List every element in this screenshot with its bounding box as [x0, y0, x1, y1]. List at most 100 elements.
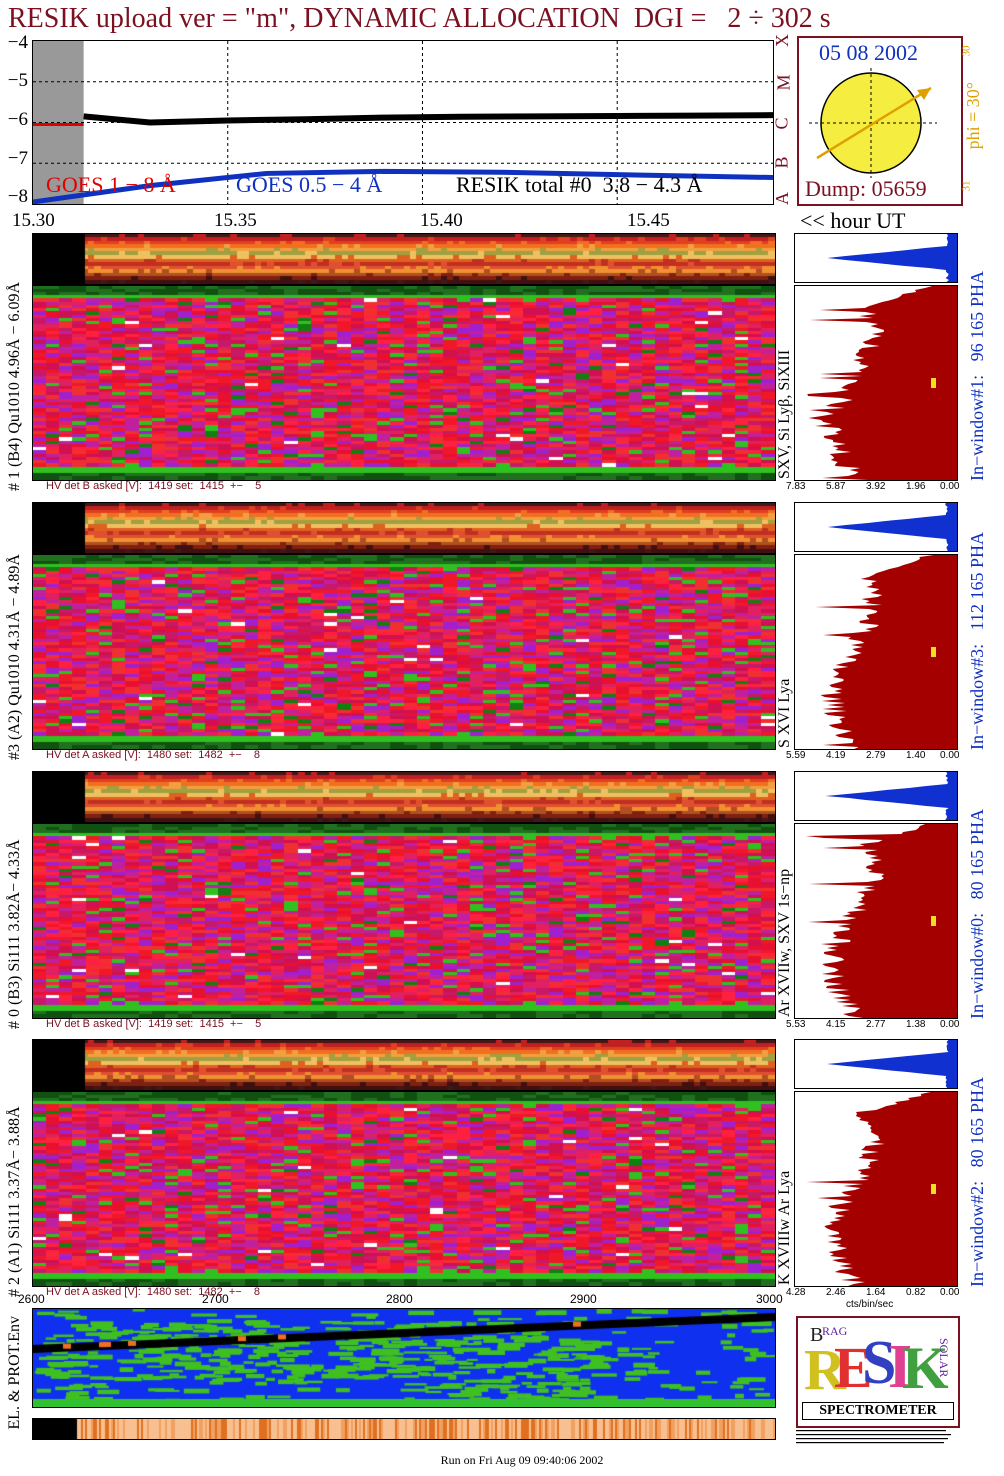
window-label: In−window#1: 96 165 PHA — [967, 241, 988, 481]
goes-plot — [32, 40, 774, 205]
legend-resik-total: RESIK total #0 3.8 − 4.3 Å — [456, 172, 703, 197]
env-tick: 2900 — [570, 1292, 597, 1306]
sun-top-num: 30 — [960, 45, 973, 57]
pha-short-histogram — [826, 1040, 957, 1088]
logo-small-solar: SOLAR — [937, 1338, 951, 1378]
hv-status: HV det B asked [V]: 1419 set: 1415 +− 5 — [46, 480, 262, 492]
upper-canvas — [33, 503, 775, 553]
pha-tick: 0.00 — [940, 750, 960, 761]
goes-y-axis: −4 −5 −6 −7 −8 — [0, 32, 30, 207]
sun-phi-arrow — [816, 86, 932, 160]
pha-tick: 7.83 — [786, 481, 806, 492]
pha-panel — [794, 1091, 958, 1287]
pha-histogram — [806, 1092, 957, 1286]
window-count: In−window#2: 80 165 — [967, 1117, 987, 1287]
channel-upper-heatmap — [32, 233, 776, 285]
pha-short-svg — [827, 503, 957, 551]
pha-svg — [815, 555, 957, 749]
y-tick: −5 — [7, 70, 28, 91]
pha-marker — [931, 647, 936, 657]
pha-panel — [794, 823, 958, 1019]
spectrum-canvas — [33, 824, 775, 1018]
env-label: EL. & PROT.Env — [6, 1316, 23, 1430]
pha-label: PHA — [967, 809, 987, 846]
env-strip-canvas — [33, 1419, 775, 1439]
y-tick: −6 — [7, 109, 28, 130]
logo-letter-e: E — [834, 1335, 873, 1400]
sun-disk-svg — [809, 68, 937, 178]
pha-short-panel — [794, 771, 958, 821]
logo-letter-k: K — [902, 1335, 949, 1401]
series-line-2 — [83, 112, 774, 126]
time-tick: 15.45 — [627, 210, 670, 231]
channel-upper-heatmap — [32, 502, 776, 554]
logo-small-b: B — [810, 1324, 824, 1346]
pha-x-ticks: 5.59 4.19 2.79 1.40 0.00 — [786, 750, 966, 764]
logo-letter-r: R — [804, 1337, 846, 1402]
pha-tick: 5.59 — [786, 750, 806, 761]
env-tick: 2600 — [18, 1292, 45, 1306]
pha-label: PHA — [967, 271, 987, 308]
lines-label: SXV, Si Lyβ, SiXIII — [776, 349, 793, 479]
pha-histogram — [805, 824, 957, 1018]
pha-short-panel — [794, 1039, 958, 1089]
y-tick: −8 — [7, 186, 28, 207]
spectrum-canvas — [33, 286, 775, 480]
pha-tick: 4.15 — [826, 1019, 846, 1030]
pha-svg — [807, 286, 957, 480]
sun-bottom-num: 31 — [960, 180, 973, 192]
logo-letter-i: I — [888, 1333, 913, 1401]
window-count: In−window#3: 112 165 — [967, 572, 987, 750]
pha-label: PHA — [967, 1077, 987, 1114]
pha-tick: 0.00 — [940, 1287, 960, 1298]
pha-x-ticks: 7.83 5.87 3.92 1.96 0.00 — [786, 481, 966, 495]
pha-tick: 1.96 — [906, 481, 926, 492]
sun-panel: 05 08 2002 Dump: 05659 — [797, 36, 963, 206]
channel-spectrum-heatmap — [32, 823, 776, 1019]
logo-fineprint — [796, 1428, 956, 1446]
pha-short-panel — [794, 233, 958, 283]
channel-label: #3 (A2) Qu1010 4.31Å − 4.89Å — [6, 554, 23, 760]
window-label: In−window#0: 80 165 PHA — [967, 779, 988, 1019]
pha-tick: 1.40 — [906, 750, 926, 761]
logo-small-rag: RAG — [822, 1324, 848, 1338]
class-letter: B — [771, 156, 792, 169]
footer-run-info: Run on Fri Aug 09 09:40:06 2002 — [440, 1453, 604, 1467]
pha-short-histogram — [825, 772, 957, 820]
class-letter: M — [773, 74, 794, 91]
pha-histogram — [807, 286, 957, 480]
pha-svg — [805, 824, 957, 1018]
pha-tick: 0.82 — [906, 1287, 926, 1298]
pha-panel — [794, 285, 958, 481]
legend-goes-long: GOES 1 − 8 Å — [46, 172, 176, 197]
pha-panel — [794, 554, 958, 750]
class-letter: X — [772, 34, 792, 47]
y-tick: −7 — [7, 148, 28, 169]
channel-spectrum-heatmap — [32, 285, 776, 481]
env-axis: 2600 2700 2800 2900 3000 — [0, 1292, 800, 1310]
env-heatmap — [32, 1308, 776, 1408]
pha-unit: cts/bin/sec — [846, 1299, 894, 1310]
window-label: In−window#3: 112 165 PHA — [967, 510, 988, 750]
pha-label: PHA — [967, 532, 987, 569]
channel-upper-heatmap — [32, 1039, 776, 1091]
logo-subtitle: SPECTROMETER — [802, 1402, 954, 1420]
pha-tick: 5.53 — [786, 1019, 806, 1030]
channel-label: # 2 (A1) Si111 3.37Å− 3.88Å — [6, 1106, 23, 1298]
pha-x-ticks: 5.53 4.15 2.77 1.38 0.00 — [786, 1019, 966, 1033]
hv-status: HV det A asked [V]: 1480 set: 1482 +− 8 — [46, 1286, 261, 1298]
pha-tick: 2.46 — [826, 1287, 846, 1298]
env-canvas — [33, 1309, 775, 1407]
spectrum-canvas — [33, 1092, 775, 1286]
pha-tick: 4.19 — [826, 750, 846, 761]
sun-arrow-head — [917, 88, 931, 100]
y-tick: −4 — [7, 32, 28, 53]
dump-label: Dump: 05659 — [805, 176, 927, 201]
env-tick: 3000 — [756, 1292, 783, 1306]
pha-x-ticks: 4.28 2.46 1.64 0.82 0.00 — [786, 1287, 966, 1301]
pha-tick: 2.79 — [866, 750, 886, 761]
pha-tick: 3.92 — [866, 481, 886, 492]
pha-histogram — [815, 555, 957, 749]
upper-canvas — [33, 772, 775, 822]
pha-tick: 2.77 — [866, 1019, 886, 1030]
